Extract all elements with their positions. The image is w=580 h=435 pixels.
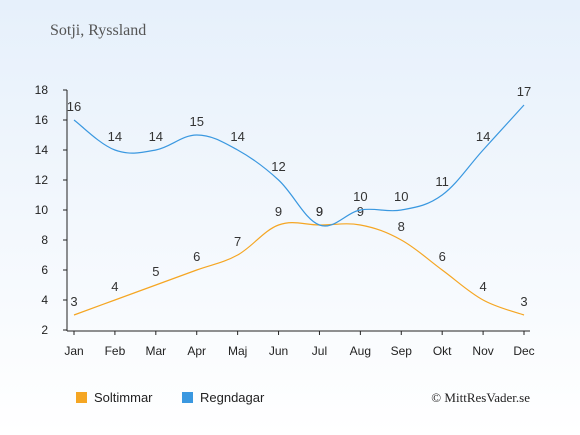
x-tick-label: Okt [433,344,452,358]
x-tick-label: Apr [187,344,206,358]
rain-data-label: 10 [353,189,367,204]
x-tick-label: Mar [145,344,166,358]
x-tick-label: Jul [312,344,327,358]
rain-data-label: 9 [316,204,323,219]
sun-data-label: 7 [234,234,241,249]
x-tick-label: Maj [228,344,247,358]
y-tick-label: 18 [35,83,49,97]
sun-data-label: 9 [357,204,364,219]
x-tick-label: Jan [64,344,83,358]
y-tick-label: 14 [35,143,49,157]
rain-data-label: 14 [230,129,244,144]
y-tick-label: 12 [35,173,49,187]
rain-data-label: 12 [271,159,285,174]
sun-data-label: 3 [70,294,77,309]
sun-data-label: 4 [111,279,118,294]
legend-swatch-sun [76,392,87,403]
y-tick-label: 8 [41,233,48,247]
x-tick-label: Dec [513,344,534,358]
rain-series-line [73,104,525,227]
y-tick-label: 2 [41,323,48,337]
x-tick-label: Nov [472,344,493,358]
sun-data-label: 3 [520,294,527,309]
legend-label-sun: Soltimmar [94,390,153,405]
sun-data-label: 9 [275,204,282,219]
rain-data-label: 14 [108,129,122,144]
x-tick-label: Aug [350,344,371,358]
rain-data-label: 10 [394,189,408,204]
sun-data-label: 4 [479,279,486,294]
legend-item-sun: Soltimmar [76,390,153,405]
rain-data-label: 11 [435,174,449,189]
sun-data-label: 9 [316,204,323,219]
rain-data-label: 17 [517,84,531,99]
sun-data-label: 5 [152,264,159,279]
x-tick-label: Feb [105,344,126,358]
chart-title: Sotji, Ryssland [50,22,147,39]
legend-label-rain: Regndagar [200,390,265,405]
legend-item-rain: Regndagar [182,390,264,405]
rain-data-label: 14 [476,129,490,144]
rain-data-label: 15 [189,114,203,129]
sun-data-label: 6 [439,249,446,264]
copyright: © MittResVader.se [431,390,530,405]
rain-data-label: 16 [67,99,81,114]
y-tick-label: 16 [35,113,49,127]
legend-swatch-rain [182,392,193,403]
y-tick-label: 10 [35,203,49,217]
x-tick-label: Jun [269,344,288,358]
rain-data-label: 14 [149,129,163,144]
sun-data-label: 8 [398,219,405,234]
y-tick-label: 4 [41,293,48,307]
sun-series-line [73,222,525,316]
sun-data-label: 6 [193,249,200,264]
x-tick-label: Sep [391,344,413,358]
y-tick-label: 6 [41,263,48,277]
